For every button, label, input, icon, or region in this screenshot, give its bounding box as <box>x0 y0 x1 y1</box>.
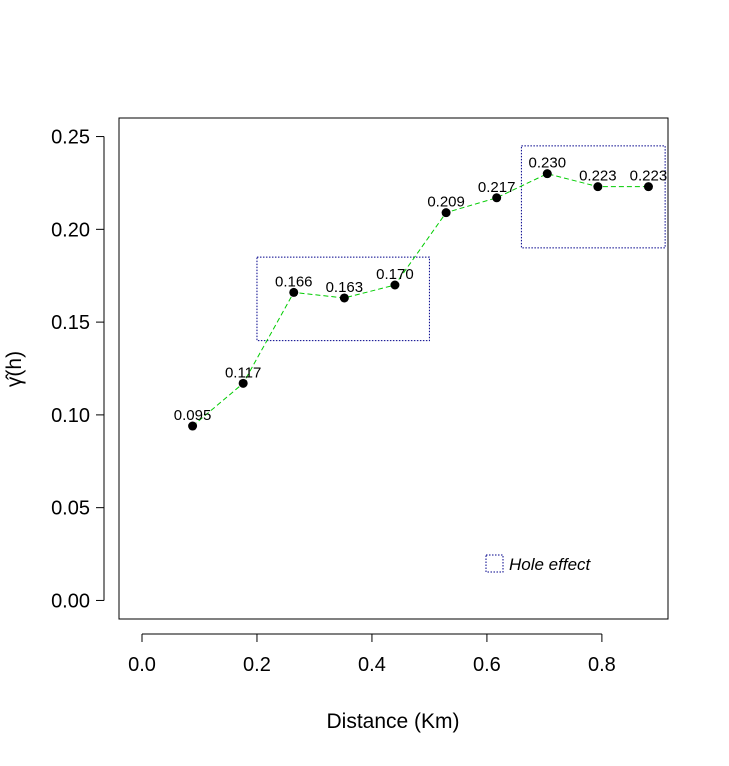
data-point <box>492 193 502 203</box>
x-axis-title: Distance (Km) <box>326 710 459 733</box>
data-label: 0.217 <box>478 179 516 196</box>
y-axis-title: γ̂(h) <box>3 351 26 387</box>
plot-frame <box>118 117 669 620</box>
data-label: 0.223 <box>630 168 668 185</box>
data-label: 0.095 <box>174 407 212 424</box>
y-tick-label: 0.25 <box>51 127 90 149</box>
data-point <box>289 287 299 297</box>
series-points <box>188 169 653 431</box>
series-line <box>192 173 649 427</box>
x-tick-label: 0.4 <box>358 654 386 676</box>
series-polyline <box>192 173 649 427</box>
data-label: 0.223 <box>579 168 617 185</box>
legend-symbol <box>485 554 504 573</box>
data-point <box>542 169 552 179</box>
y-tick-label: 0.15 <box>51 312 90 334</box>
data-label: 0.209 <box>427 194 465 211</box>
data-label: 0.117 <box>225 364 261 381</box>
data-point <box>441 208 451 218</box>
legend: Hole effect <box>485 554 592 574</box>
x-tick-label: 0.0 <box>128 654 156 676</box>
data-point <box>390 280 400 290</box>
y-tick-label: 0.00 <box>51 590 90 612</box>
y-axis: 0.00 0.05 0.10 0.15 0.20 0.25 <box>51 127 105 612</box>
data-label: 0.170 <box>376 266 414 283</box>
hole-effect-box <box>256 256 430 342</box>
x-axis: 0.0 0.2 0.4 0.6 0.8 <box>128 633 616 676</box>
data-point <box>238 378 248 388</box>
x-tick-label: 0.6 <box>473 654 501 676</box>
data-labels: 0.095 0.117 0.166 0.163 0.170 0.209 0.217 0.230… <box>174 155 667 424</box>
data-point <box>188 421 198 431</box>
y-tick-label: 0.10 <box>51 405 90 427</box>
data-point <box>593 182 603 192</box>
x-tick-label: 0.8 <box>588 654 616 676</box>
y-tick-label: 0.05 <box>51 498 90 520</box>
legend-label: Hole effect <box>509 555 592 574</box>
data-point <box>643 182 653 192</box>
x-tick-label: 0.2 <box>243 654 271 676</box>
data-label: 0.163 <box>326 279 364 296</box>
data-label: 0.230 <box>529 155 567 172</box>
data-point <box>339 293 349 303</box>
y-tick-label: 0.20 <box>51 219 90 241</box>
hole-effect-boxes <box>256 145 666 342</box>
data-label: 0.166 <box>275 273 313 290</box>
